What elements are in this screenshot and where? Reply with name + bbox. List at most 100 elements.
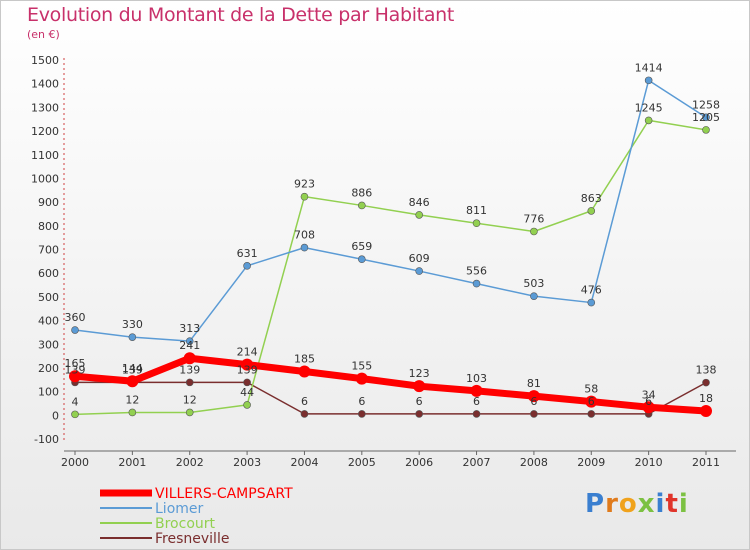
logo-letter: t [665, 489, 679, 519]
data-label: 58 [584, 383, 598, 396]
data-point [415, 267, 423, 275]
data-label: 708 [294, 229, 315, 242]
data-point [185, 408, 194, 417]
data-label: 886 [351, 186, 372, 199]
y-tick-label: 100 [38, 386, 59, 399]
data-point [527, 390, 540, 403]
data-label: 1205 [692, 111, 720, 124]
data-label: 1245 [635, 101, 663, 114]
legend-label: Fresneville [155, 531, 229, 547]
data-label: 139 [179, 363, 200, 376]
data-label: 1414 [635, 61, 663, 74]
data-label: 44 [240, 386, 254, 399]
data-label: 6 [588, 395, 595, 408]
x-tick-label: 2011 [692, 456, 720, 469]
data-label: 103 [466, 372, 487, 385]
data-point [185, 378, 194, 387]
data-label: 34 [642, 388, 656, 401]
data-label: 6 [416, 395, 423, 408]
data-point [587, 410, 596, 418]
x-tick-label: 2001 [118, 456, 146, 469]
data-label: 360 [65, 311, 86, 324]
data-point [243, 378, 251, 387]
y-tick-label: 1100 [31, 149, 59, 162]
data-label: 81 [527, 377, 541, 390]
data-label: 476 [581, 284, 602, 297]
data-label: 1258 [692, 98, 720, 111]
data-label: 241 [179, 339, 200, 352]
data-label: 139 [65, 363, 86, 376]
y-tick-label: 0 [52, 409, 59, 422]
legend-label: VILLERS-CAMPSART [155, 486, 293, 502]
data-label: 4 [72, 395, 79, 408]
data-label: 155 [351, 360, 372, 373]
data-label: 6 [645, 395, 652, 408]
data-point [71, 326, 79, 334]
data-label: 185 [294, 352, 315, 365]
data-point [355, 372, 368, 385]
data-point [472, 410, 481, 418]
data-label: 165 [65, 357, 86, 370]
logo-letter: P [585, 489, 606, 519]
logo-letter: i [655, 489, 666, 519]
series-line [74, 354, 707, 415]
logo-letter: i [678, 489, 689, 519]
data-label: 556 [466, 265, 487, 278]
data-point [413, 380, 426, 393]
data-label: 6 [530, 395, 537, 408]
x-tick-label: 2008 [520, 456, 548, 469]
data-point [702, 126, 710, 134]
x-tick-label: 2010 [635, 456, 663, 469]
data-point [530, 227, 538, 236]
data-label: 609 [409, 252, 430, 265]
data-point [358, 410, 366, 418]
data-label: 123 [409, 367, 430, 380]
data-point [642, 401, 655, 414]
y-tick-label: 1500 [31, 54, 59, 67]
data-label: 846 [409, 196, 430, 209]
data-point [702, 378, 710, 387]
data-label: 139 [122, 363, 143, 376]
data-point [472, 219, 481, 228]
proxiti-logo: Proxiti [585, 489, 689, 519]
data-point [298, 365, 311, 378]
y-tick-label: 1000 [31, 172, 59, 185]
data-point [128, 408, 137, 417]
x-tick-label: 2004 [290, 456, 318, 469]
data-point [243, 262, 251, 270]
data-point [470, 384, 483, 397]
data-point [644, 76, 653, 85]
data-point [415, 211, 423, 219]
data-label: 144 [122, 362, 143, 375]
chart-subtitle: (en €) [27, 28, 60, 41]
data-label: 12 [183, 393, 197, 406]
x-tick-label: 2002 [176, 456, 204, 469]
data-point [700, 405, 712, 418]
y-tick-label: 1400 [31, 78, 59, 91]
data-label: 6 [473, 395, 480, 408]
data-point [530, 292, 538, 300]
data-label: 503 [523, 277, 544, 290]
data-label: 863 [581, 192, 602, 205]
y-tick-label: 400 [38, 315, 59, 328]
x-tick-label: 2006 [405, 456, 433, 469]
data-label: 18 [699, 392, 713, 405]
data-label: 214 [237, 346, 258, 359]
logo-letter: o [618, 489, 638, 519]
data-label: 776 [523, 212, 544, 225]
legend-label: Liomer [155, 501, 204, 517]
data-label: 12 [125, 393, 139, 406]
data-point [300, 243, 309, 252]
data-label: 631 [237, 247, 258, 260]
data-label: 923 [294, 178, 315, 191]
legend-label: Brocourt [155, 516, 216, 532]
series-line [74, 79, 707, 342]
data-point [472, 279, 481, 288]
data-point [241, 358, 254, 371]
y-tick-label: 500 [38, 291, 59, 304]
y-tick-label: 1200 [31, 125, 59, 138]
y-tick-label: 700 [38, 244, 59, 257]
logo-letter: x [637, 489, 656, 519]
data-label: 139 [237, 363, 258, 376]
